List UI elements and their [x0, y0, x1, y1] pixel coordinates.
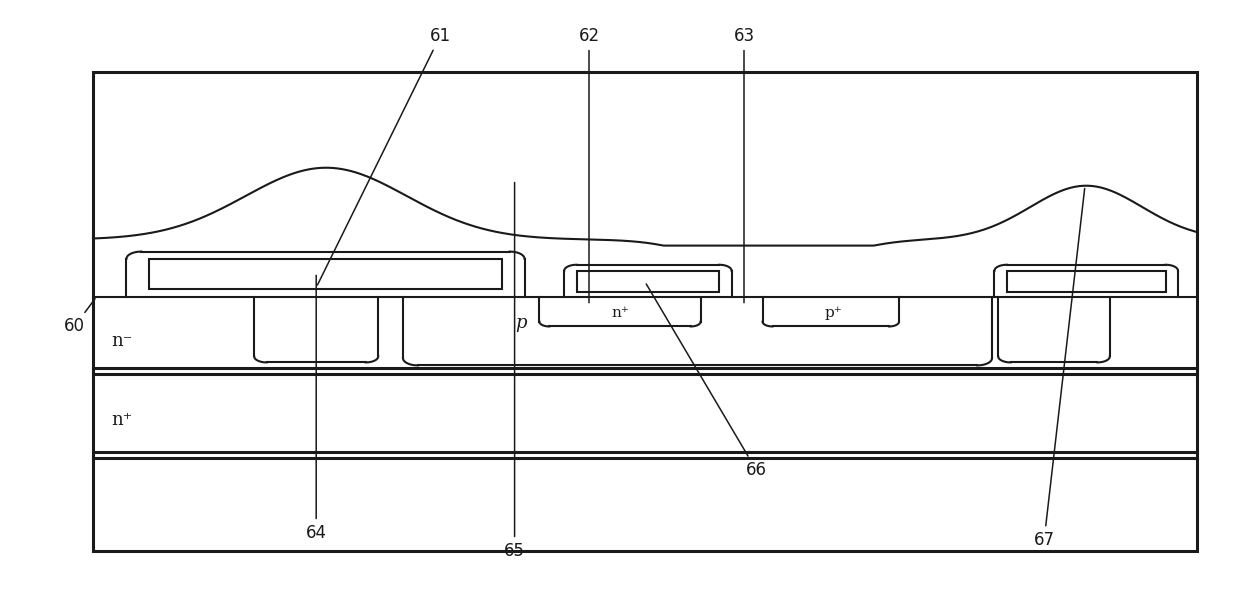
Text: 64: 64: [306, 276, 326, 542]
Bar: [577, 271, 719, 292]
Text: 67: 67: [1034, 189, 1085, 549]
Text: 62: 62: [578, 27, 600, 302]
Text: 65: 65: [505, 183, 525, 560]
Bar: [93, 72, 1197, 551]
Text: 66: 66: [646, 284, 766, 479]
Text: 63: 63: [733, 27, 755, 302]
Text: n⁻: n⁻: [110, 332, 133, 350]
Text: n⁺: n⁺: [611, 305, 629, 320]
Bar: [1007, 271, 1166, 292]
Bar: [149, 259, 502, 289]
Text: 61: 61: [317, 27, 451, 285]
Text: p⁺: p⁺: [825, 305, 842, 320]
Text: p: p: [515, 314, 527, 332]
Text: 60: 60: [64, 299, 95, 335]
Text: n⁺: n⁺: [110, 412, 133, 429]
